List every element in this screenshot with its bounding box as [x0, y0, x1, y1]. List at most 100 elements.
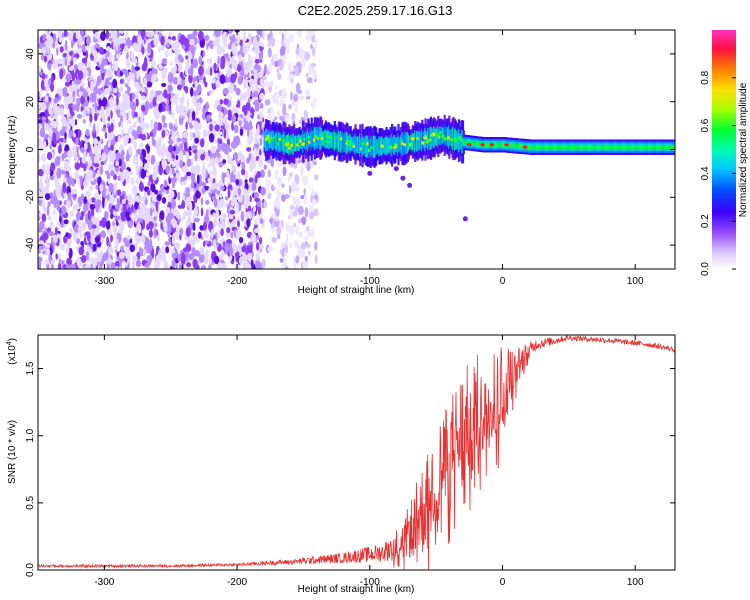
spectrogram-cell [314, 254, 318, 264]
spectrogram-cell [212, 218, 218, 228]
spectrogram-cell [298, 231, 304, 238]
spectrogram-cell [112, 78, 118, 89]
spectrogram-cell [115, 108, 121, 115]
spectrogram-cell [245, 78, 248, 89]
spectrogram-cell [146, 255, 153, 263]
spectrogram-cell [296, 242, 300, 249]
spectrogram-cell [161, 159, 168, 169]
spectrogram-cell [115, 160, 119, 167]
spectrogram-cell [270, 36, 276, 47]
spectrogram-cell [256, 241, 260, 251]
spectrogram-cell [314, 241, 318, 251]
spectrogram-cell [101, 73, 105, 81]
spectrogram-cell [81, 156, 87, 164]
spectrogram-cell [127, 86, 131, 93]
x-tick-label: -100 [360, 577, 380, 588]
spectrogram-cell [277, 110, 280, 120]
spectrogram-cell [42, 49, 47, 55]
spectrogram-cell [281, 32, 285, 42]
spectrogram-cell [80, 82, 86, 87]
spectrogram-cell [80, 30, 85, 36]
spectrogram-cell [240, 52, 245, 58]
spectrogram-cell [211, 195, 216, 201]
spectrogram-cell [169, 169, 173, 179]
spectrogram-cell [119, 194, 123, 204]
spectrogram-cell [295, 82, 301, 94]
spectrogram-cell [47, 136, 52, 146]
spectrogram-cell [201, 187, 206, 194]
spectrogram-cell [125, 251, 129, 259]
spectrogram-cell [92, 138, 99, 146]
spectrogram-cell [134, 44, 140, 53]
spectrogram-cell [68, 247, 73, 259]
spectrogram-cell [263, 80, 269, 88]
spectrogram-cell [217, 131, 223, 136]
spectrogram-cell [223, 143, 230, 151]
spectrogram-cell [233, 136, 236, 145]
spectrogram-cell [95, 83, 98, 93]
spectrogram-cell [230, 231, 234, 239]
spectrogram-cell [284, 244, 289, 254]
spectrogram-cell [168, 236, 171, 244]
spectrogram-cell [239, 128, 244, 136]
spectrogram-cell [254, 58, 260, 64]
spectrogram-cell [200, 181, 207, 186]
spectrogram-cell [52, 40, 56, 49]
spectrogram-cell [179, 34, 186, 45]
spectrogram-cell [262, 75, 268, 80]
spectrogram-cell [87, 209, 91, 221]
spectrogram-cell [60, 107, 64, 118]
spectrogram-cell [116, 95, 119, 106]
spectrogram-cell [198, 122, 202, 130]
spectrogram-cell [58, 37, 64, 43]
spectrogram-cell [171, 162, 176, 168]
spectrogram-cell [265, 179, 271, 187]
spectrogram-cell [130, 52, 135, 60]
spectrogram-cell [113, 63, 119, 72]
spectrogram-cell [245, 211, 249, 218]
spectrogram-cell [100, 138, 104, 145]
spectrogram-cell [160, 253, 167, 263]
spectrogram-cell [228, 147, 232, 153]
spectrogram-cell [276, 68, 280, 73]
spectrogram-cell [267, 192, 272, 200]
spectrogram-feature [407, 182, 413, 188]
spectrogram-cell [167, 93, 172, 100]
spectrogram-cell [198, 252, 205, 264]
spectrogram-cell [120, 121, 124, 128]
spectrogram-cell [192, 120, 199, 131]
spectrogram-cell [100, 31, 106, 41]
spectrogram-cell [57, 144, 62, 154]
spectrogram-cell [49, 175, 55, 181]
spectrogram-cell [133, 155, 139, 166]
spectrogram-cell [150, 154, 156, 165]
spectrogram-cell [85, 129, 90, 137]
spectrogram-cell [306, 161, 311, 172]
spectrogram-cell [243, 73, 247, 80]
spectrogram-cell [138, 208, 144, 219]
spectrogram-cell [98, 98, 102, 108]
spectrogram-cell [48, 104, 51, 115]
spectrogram-cell [259, 137, 263, 146]
spectrogram-cell [268, 81, 274, 87]
spectrogram-cell [291, 100, 296, 107]
spectrogram-cell [264, 64, 267, 75]
spectrogram-cell [292, 195, 297, 206]
spectrogram-cell [69, 106, 73, 115]
spectrogram-cell [98, 56, 102, 66]
spectrogram-cell [213, 255, 220, 265]
spectrogram-cell [287, 175, 291, 182]
spectrogram-cell [83, 196, 87, 204]
spectrogram-cell [189, 131, 193, 141]
spectrogram-cell [225, 169, 230, 179]
spectrogram-cell [118, 252, 125, 258]
spectrogram-cell [91, 152, 95, 164]
spectrogram-cell [153, 121, 159, 132]
spectrogram-cell [185, 227, 191, 237]
spectrogram-cell [165, 103, 170, 112]
spectrogram-cell [180, 254, 186, 265]
spectrogram-x-axis: -300 -200 -100 0 100 [94, 30, 644, 287]
spectrogram-cell [172, 146, 176, 152]
spectrogram-cell [249, 243, 253, 253]
spectrogram-cell [199, 246, 205, 255]
